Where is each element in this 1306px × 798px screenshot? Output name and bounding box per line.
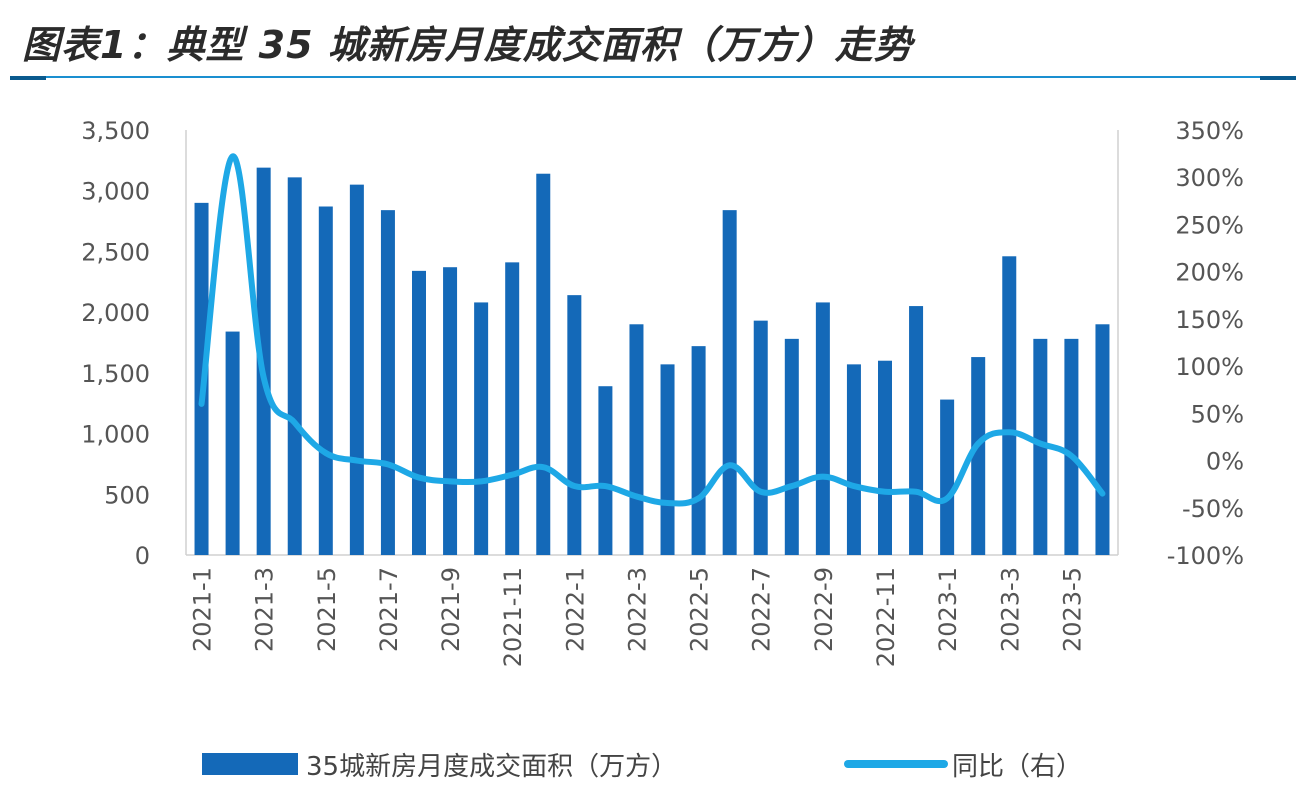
left-tick-label: 1,500 xyxy=(81,360,150,388)
right-tick-label: -50% xyxy=(1182,495,1244,523)
chart-title: 图表1：典型 35 城新房月度成交面积（万方）走势 xyxy=(22,23,913,67)
right-tick-label: 300% xyxy=(1175,164,1244,192)
x-axis-ticks: 2021-1 2021-3 2021-5 2021-7 2021-9 2021-11 202… xyxy=(189,567,1087,667)
x-tick-label: 2022-7 xyxy=(748,567,776,652)
right-tick-label: -100% xyxy=(1167,542,1244,570)
bar xyxy=(846,364,861,555)
bar xyxy=(1095,324,1110,555)
right-tick-label: 350% xyxy=(1175,117,1244,145)
legend-line-label: 同比（右） xyxy=(952,752,1082,782)
x-tick-label: 2022-1 xyxy=(561,567,589,652)
left-tick-label: 2,500 xyxy=(81,238,150,266)
left-tick-label: 500 xyxy=(104,481,150,509)
right-tick-label: 200% xyxy=(1175,259,1244,287)
bar xyxy=(1033,338,1048,555)
x-tick-label: 2022-9 xyxy=(810,567,838,652)
right-tick-label: 150% xyxy=(1175,306,1244,334)
title-divider xyxy=(10,76,1296,78)
left-axis-ticks: 0 500 1,000 1,500 2,000 2,500 3,000 3,500 xyxy=(81,117,150,570)
right-tick-label: 50% xyxy=(1191,400,1244,428)
right-tick-label: 100% xyxy=(1175,353,1244,381)
x-tick-label: 2021-11 xyxy=(499,567,527,667)
bar xyxy=(349,184,364,555)
bar xyxy=(940,399,955,555)
bar xyxy=(412,270,426,555)
left-tick-label: 2,000 xyxy=(81,299,150,327)
bar xyxy=(971,357,986,555)
x-tick-label: 2023-5 xyxy=(1058,567,1086,652)
bar xyxy=(536,173,551,555)
right-tick-label: 250% xyxy=(1175,211,1244,239)
bar xyxy=(318,206,333,555)
bar xyxy=(691,346,706,555)
x-tick-label: 2023-1 xyxy=(934,567,962,652)
yoy-line xyxy=(198,153,1106,507)
x-tick-label: 2021-1 xyxy=(189,567,217,652)
right-tick-label: 0% xyxy=(1206,448,1244,476)
bar xyxy=(722,210,737,555)
right-axis-ticks: -100% -50% 0% 50% 100% 150% 200% 250% 300% 350% xyxy=(1167,117,1244,570)
bar-series xyxy=(194,167,1110,555)
x-tick-label: 2021-9 xyxy=(437,567,465,652)
bar xyxy=(598,386,613,555)
legend: 35城新房月度成交面积（万方） 同比（右） xyxy=(202,752,1082,782)
bar xyxy=(1002,256,1017,555)
legend-bar-label: 35城新房月度成交面积（万方） xyxy=(306,752,677,782)
bar xyxy=(474,302,489,555)
title-divider-accent-left xyxy=(10,76,46,80)
x-tick-label: 2023-3 xyxy=(996,567,1024,652)
legend-bar-swatch xyxy=(202,753,298,775)
x-tick-label: 2022-11 xyxy=(872,567,900,667)
bar xyxy=(909,306,924,555)
bar xyxy=(815,302,830,555)
bar xyxy=(753,320,768,555)
axes xyxy=(185,130,1119,556)
title-divider-accent-right xyxy=(1260,76,1296,80)
bar xyxy=(629,324,644,555)
left-tick-label: 3,000 xyxy=(81,178,150,206)
bar xyxy=(784,338,799,555)
bar xyxy=(443,267,458,555)
bar xyxy=(380,210,395,555)
x-tick-label: 2021-3 xyxy=(251,567,279,652)
bar xyxy=(1064,338,1079,555)
bar xyxy=(287,177,302,555)
line-series xyxy=(198,153,1106,507)
x-tick-label: 2021-5 xyxy=(313,567,341,652)
bar xyxy=(505,262,520,555)
x-tick-label: 2022-5 xyxy=(686,567,714,652)
bar xyxy=(878,360,892,555)
x-tick-label: 2021-7 xyxy=(375,567,403,652)
left-tick-label: 0 xyxy=(135,542,150,570)
bar xyxy=(567,295,582,555)
bar xyxy=(660,364,675,555)
x-tick-label: 2022-3 xyxy=(623,567,651,652)
left-tick-label: 3,500 xyxy=(81,117,150,145)
bar xyxy=(225,331,240,555)
left-tick-label: 1,000 xyxy=(81,421,150,449)
